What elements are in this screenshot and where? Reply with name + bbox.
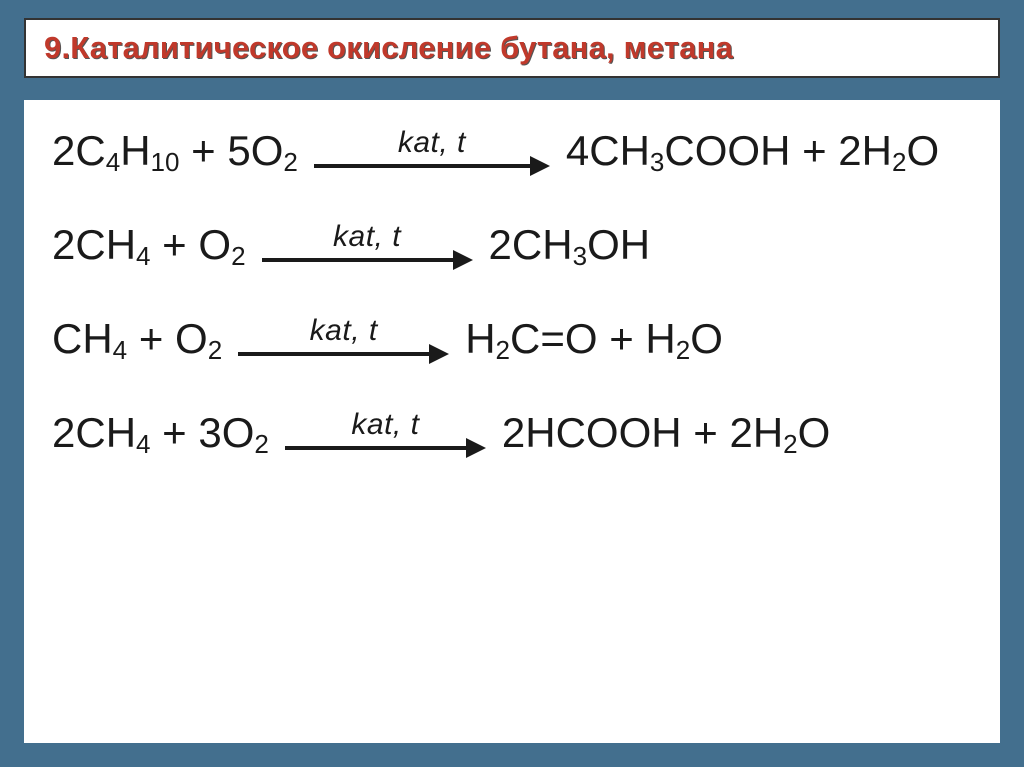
reaction-arrow: kat, t <box>236 316 451 366</box>
equation-rhs: H2C=O + H2O <box>465 318 723 363</box>
equation-row: 2CH4 + 3O2 kat, t 2HCOOH + 2H2O <box>52 410 972 460</box>
reaction-arrow: kat, t <box>260 222 475 272</box>
equation-row: 2C4H10 + 5O2 kat, t 4CH3COOH + 2H2O <box>52 128 972 178</box>
equation-rhs: 2CH3OH <box>489 224 651 269</box>
equation-row: CH4 + O2 kat, t H2C=O + H2O <box>52 316 972 366</box>
equation-lhs: 2CH4 + O2 <box>52 224 246 269</box>
header-panel: 9.Каталитическое окисление бутана, метан… <box>24 18 1000 78</box>
reaction-arrow: kat, t <box>312 128 552 178</box>
equation-lhs: 2C4H10 + 5O2 <box>52 130 298 175</box>
equation-row: 2CH4 + O2 kat, t 2CH3OH <box>52 222 972 272</box>
equation-lhs: CH4 + O2 <box>52 318 222 363</box>
equation-rhs: 2HCOOH + 2H2O <box>502 412 830 457</box>
page-title: 9.Каталитическое окисление бутана, метан… <box>44 30 980 66</box>
reaction-arrow: kat, t <box>283 410 488 460</box>
equations-panel: 2C4H10 + 5O2 kat, t 4CH3COOH + 2H2O 2CH4 +… <box>24 100 1000 743</box>
equation-rhs: 4CH3COOH + 2H2O <box>566 130 939 175</box>
equation-lhs: 2CH4 + 3O2 <box>52 412 269 457</box>
